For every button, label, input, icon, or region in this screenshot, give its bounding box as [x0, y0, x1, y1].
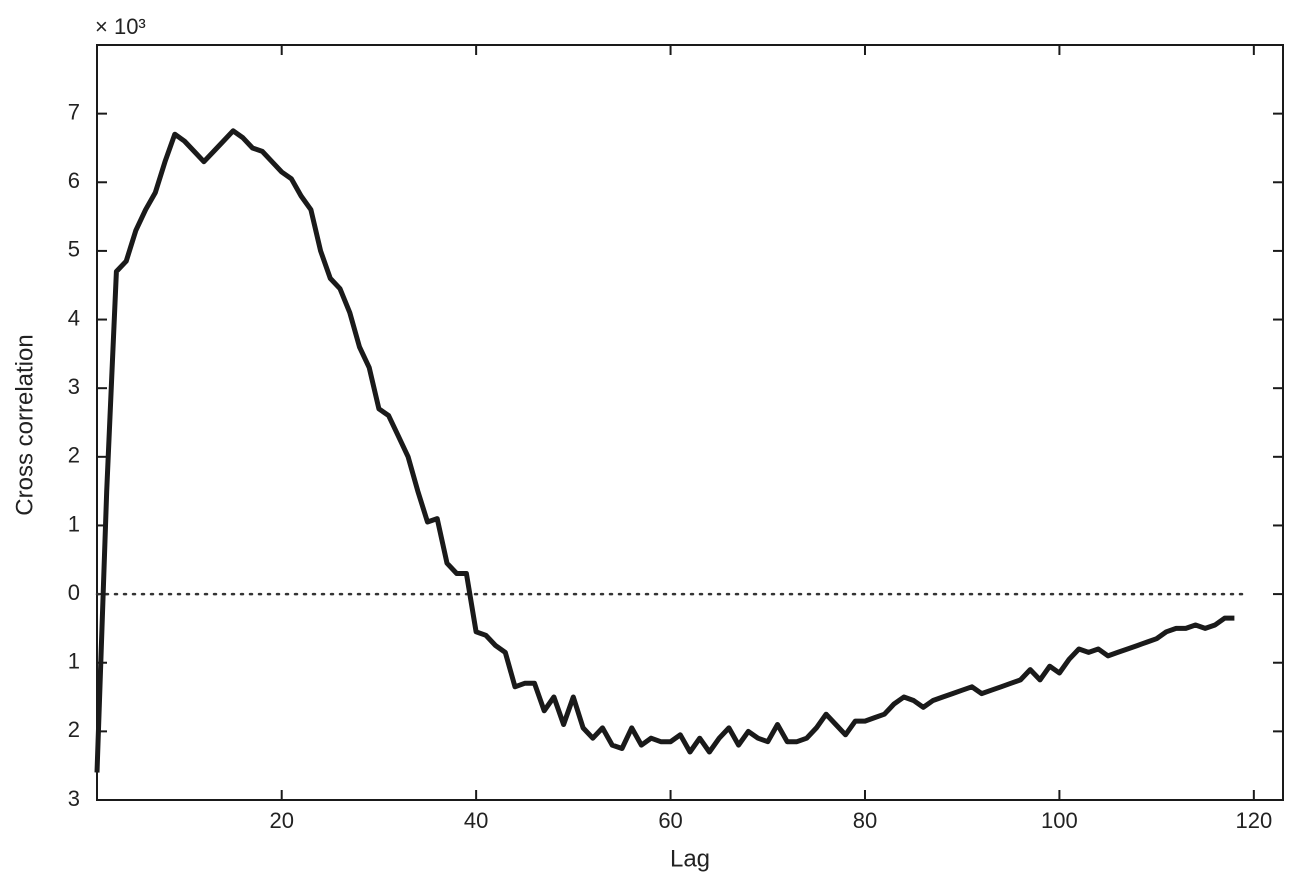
data-line [94, 128, 1235, 773]
x-tick-label: 120 [1235, 808, 1272, 833]
y-tick-label: 1 [68, 511, 80, 536]
y-tick-label: 3 [68, 786, 80, 811]
y-tick-label: 6 [68, 168, 80, 193]
plot-frame [96, 44, 1284, 801]
y-multiplier: × 10³ [95, 14, 146, 39]
y-tick-label: 5 [68, 237, 80, 262]
y-tick-label: 3 [68, 374, 80, 399]
y-tick-label: 4 [68, 305, 80, 330]
y-tick-label: 2 [68, 443, 80, 468]
x-axis-title: Lag [670, 845, 710, 872]
x-tick-label: 20 [269, 808, 293, 833]
x-tick-label: 40 [464, 808, 488, 833]
y-tick-label: 2 [68, 717, 80, 742]
y-axis-title: Cross correlation [11, 334, 38, 515]
x-tick-label: 80 [853, 808, 877, 833]
y-tick-label: 0 [68, 580, 80, 605]
x-tick-label: 60 [658, 808, 682, 833]
y-tick-label: 7 [68, 99, 80, 124]
y-tick-label: 1 [68, 649, 80, 674]
x-tick-label: 100 [1041, 808, 1078, 833]
